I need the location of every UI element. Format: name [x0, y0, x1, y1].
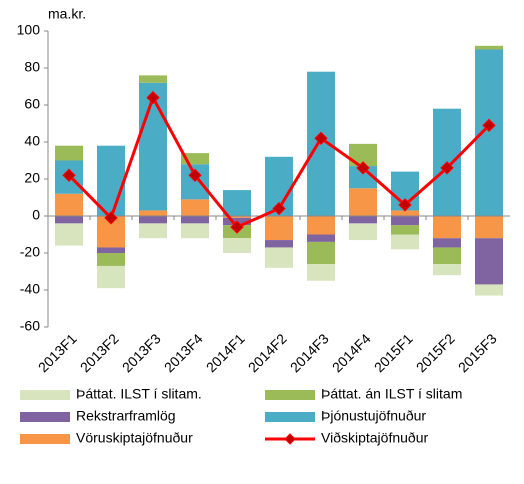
bar	[391, 216, 419, 226]
bar	[55, 223, 83, 246]
x-tick-label: 2014F4	[329, 330, 374, 375]
legend-swatch	[20, 412, 70, 422]
legend-label: Þáttat. ILST í slitam.	[76, 386, 202, 402]
bar	[97, 265, 125, 289]
bar	[475, 49, 503, 216]
x-tick-label: 2015F2	[413, 330, 458, 375]
x-tick-label: 2015F3	[455, 330, 500, 375]
bar	[223, 238, 251, 253]
legend-swatch	[265, 412, 315, 422]
bar	[55, 193, 83, 216]
line-marker	[440, 161, 454, 175]
bar	[349, 223, 377, 241]
legend-swatch	[265, 390, 315, 400]
bar	[391, 210, 419, 216]
bar	[265, 247, 293, 268]
y-tick-label: 40	[24, 133, 40, 149]
bar	[97, 247, 125, 253]
bar	[55, 145, 83, 161]
y-tick-label: 60	[24, 96, 40, 112]
line-marker	[230, 220, 244, 234]
x-tick-label: 2014F1	[203, 330, 248, 375]
bar	[139, 216, 167, 224]
x-tick-label: 2015F1	[371, 330, 416, 375]
legend-label: Þjónustujöfnuður	[321, 408, 426, 424]
y-tick-label: 0	[32, 207, 40, 223]
line-marker	[314, 131, 328, 146]
line-marker	[104, 211, 118, 225]
bar	[349, 143, 377, 167]
bar	[181, 223, 209, 239]
bar	[265, 216, 293, 241]
y-tick-label: 80	[24, 59, 40, 75]
y-axis-label: ma.kr.	[48, 6, 86, 22]
bar	[181, 153, 209, 165]
line-marker	[272, 201, 286, 216]
bar	[391, 234, 419, 250]
y-tick-label: -20	[20, 244, 40, 260]
bar	[475, 45, 503, 50]
bar	[181, 199, 209, 216]
bar	[139, 75, 167, 83]
bar	[349, 216, 377, 224]
bar	[349, 188, 377, 216]
bar	[97, 253, 125, 266]
line-marker	[398, 198, 412, 212]
bar	[223, 190, 251, 216]
bar	[223, 216, 251, 218]
line-marker	[356, 161, 370, 175]
x-tick-label: 2013F3	[119, 330, 164, 375]
bar	[475, 216, 503, 239]
bar	[475, 238, 503, 285]
bar	[433, 247, 461, 265]
legend-swatch	[284, 433, 296, 445]
bar	[307, 264, 335, 281]
x-tick-label: 2014F2	[245, 330, 290, 375]
bar	[139, 210, 167, 216]
y-tick-label: -60	[20, 318, 40, 334]
y-tick-label: -40	[20, 281, 40, 297]
bar	[433, 264, 461, 276]
bar	[307, 216, 335, 235]
x-tick-label: 2013F4	[161, 330, 206, 375]
x-tick-label: 2014F3	[287, 330, 332, 375]
bar	[433, 238, 461, 248]
legend-label: Vöruskiptajöfnuður	[76, 430, 193, 446]
line-marker	[146, 90, 160, 105]
bar	[475, 284, 503, 296]
legend-swatch	[20, 434, 70, 444]
legend-label: Þáttat. án ILST í slitam	[321, 386, 462, 402]
line-marker	[62, 168, 76, 183]
bar	[307, 241, 335, 265]
legend-swatch	[20, 390, 70, 400]
bar	[181, 216, 209, 224]
line-marker	[188, 168, 202, 183]
bar	[391, 225, 419, 235]
bar	[55, 216, 83, 224]
bar	[139, 223, 167, 239]
legend-label: Viðskiptajöfnuður	[321, 430, 428, 446]
bar	[433, 216, 461, 239]
line-marker	[482, 118, 496, 133]
x-tick-label: 2013F1	[35, 330, 80, 375]
bar	[265, 240, 293, 248]
x-tick-label: 2013F2	[77, 330, 122, 375]
bar	[307, 234, 335, 242]
bar	[349, 166, 377, 189]
y-tick-label: 20	[24, 170, 40, 186]
bar	[97, 145, 125, 216]
legend-label: Rekstrarframlög	[76, 408, 176, 424]
y-tick-label: 100	[17, 22, 41, 38]
